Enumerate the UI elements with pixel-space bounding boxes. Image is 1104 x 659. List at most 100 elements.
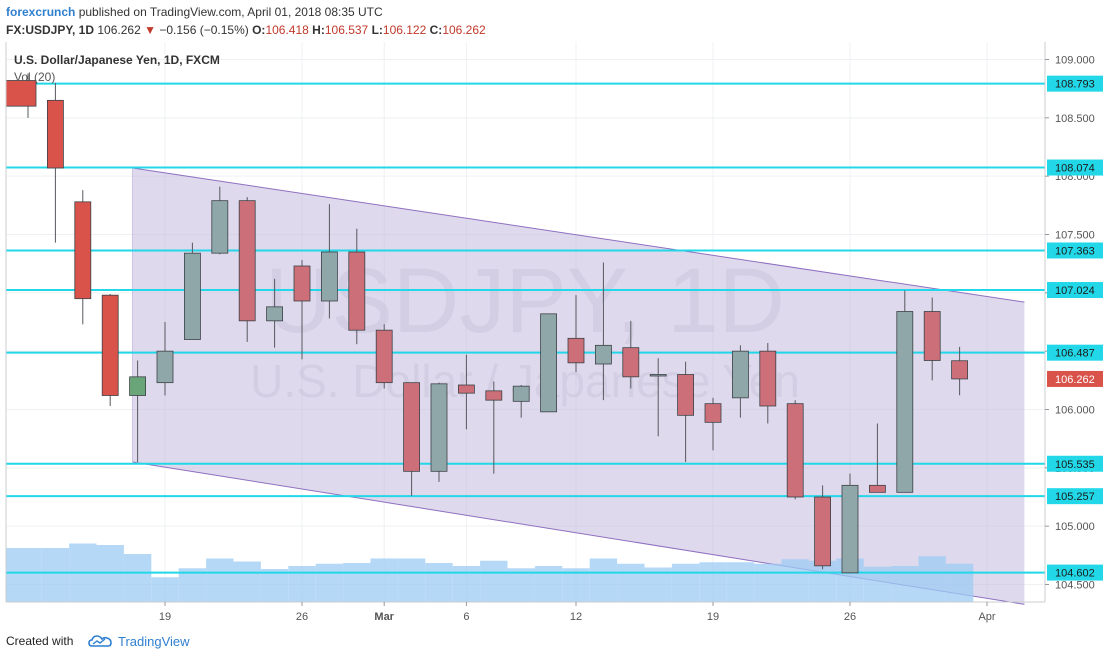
volume-bar	[260, 569, 289, 602]
volume-bar	[452, 566, 481, 602]
candle-body	[266, 306, 284, 322]
open-value: 106.418	[265, 23, 309, 37]
candle-body	[923, 311, 941, 361]
candle-body	[47, 99, 64, 169]
volume-bar	[480, 560, 508, 602]
volume-bar	[206, 558, 234, 602]
volume-bar	[507, 568, 535, 602]
high-value: 106.537	[324, 23, 369, 37]
volume-bar	[726, 562, 755, 602]
publish-line: forexcrunch published on TradingView.com…	[6, 5, 383, 19]
candle-body	[430, 383, 448, 472]
volume-bar	[343, 563, 371, 602]
level-price-label: 107.024	[1055, 285, 1095, 297]
price-chart[interactable]: USDJPY, 1DU.S. Dollar / Japanese Yen109.…	[0, 42, 1104, 625]
volume-bar	[617, 563, 645, 602]
change-arrow-icon: ▼	[144, 23, 156, 37]
candle-body	[841, 484, 859, 574]
chart-subtitle: Vol (20)	[14, 70, 55, 84]
candle-body	[403, 382, 421, 472]
candle-body	[238, 200, 256, 322]
time-tick-label: Mar	[374, 611, 394, 623]
candle-body	[649, 374, 667, 377]
price-tick-label: 108.500	[1055, 113, 1095, 125]
candle-body	[732, 350, 749, 399]
volume-bar	[562, 568, 590, 602]
level-price-tag	[1047, 159, 1103, 176]
volume-bar	[945, 563, 974, 602]
publish-info: published on TradingView.com, April 01, …	[78, 5, 383, 19]
candle-body	[485, 390, 503, 401]
current-price-label: 106.262	[1055, 374, 1095, 386]
level-price-label: 104.602	[1055, 568, 1095, 580]
volume-bar	[918, 556, 946, 602]
time-tick-label: 26	[844, 611, 856, 623]
last-price: 106.262	[97, 23, 141, 37]
candle-body	[704, 403, 722, 423]
level-price-label: 106.487	[1055, 348, 1095, 360]
level-price-tag	[1047, 455, 1103, 472]
time-tick-label: 19	[159, 611, 171, 623]
candle-body	[101, 294, 119, 396]
candle-body	[156, 350, 174, 384]
candle-body	[896, 311, 914, 493]
candle-body	[622, 347, 640, 378]
footer: Created with TradingView	[0, 625, 1104, 659]
level-price-tag	[1047, 242, 1103, 259]
time-tick-label: 19	[707, 611, 719, 623]
candle-body	[348, 251, 366, 331]
candle-body	[540, 313, 557, 413]
volume-bar	[589, 558, 618, 602]
level-price-tag	[1047, 75, 1103, 92]
volume-bar	[534, 566, 563, 602]
volume-bar	[370, 558, 398, 602]
time-tick-label: 6	[463, 611, 469, 623]
price-tick-label: 109.000	[1055, 55, 1095, 67]
created-with-label: Created with	[6, 634, 74, 648]
chart-title: U.S. Dollar/Japanese Yen, 1D, FXCM	[14, 53, 220, 67]
low-label: L:	[371, 23, 383, 37]
price-axis-background	[1045, 42, 1104, 625]
tradingview-brand[interactable]: TradingView	[118, 634, 190, 649]
price-tick-label: 106.000	[1055, 405, 1095, 417]
time-tick-label: 12	[570, 611, 582, 623]
low-value: 106.122	[382, 23, 427, 37]
level-price-label: 108.793	[1055, 79, 1095, 91]
volume-bar	[6, 548, 42, 602]
candle-body	[951, 360, 968, 380]
candle-body	[457, 384, 475, 394]
candle-body	[869, 484, 886, 493]
candle-body	[129, 376, 147, 396]
volume-bar	[397, 558, 426, 602]
high-label: H:	[312, 23, 325, 37]
volume-bar	[891, 566, 919, 602]
candle-body	[677, 374, 694, 416]
volume-bar	[425, 563, 453, 602]
level-price-tag	[1047, 564, 1103, 581]
symbol-label[interactable]: FX:USDJPY, 1D	[6, 23, 95, 37]
volume-bar	[288, 566, 316, 602]
candle-body	[759, 350, 777, 407]
chart-header: forexcrunch published on TradingView.com…	[0, 0, 1104, 42]
candle-body	[320, 251, 338, 302]
level-price-label: 105.535	[1055, 459, 1095, 471]
change-value: −0.156 (−0.15%)	[159, 23, 249, 37]
volume-bar	[315, 563, 344, 602]
author-link[interactable]: forexcrunch	[6, 5, 76, 19]
volume-bar	[41, 548, 70, 602]
volume-bar	[781, 559, 809, 602]
candle-body	[183, 252, 201, 340]
volume-bar	[754, 563, 782, 602]
level-price-tag	[1047, 282, 1103, 299]
quote-line: FX:USDJPY, 1D 106.262 ▼ −0.156 (−0.15%) …	[6, 23, 486, 37]
candle-body	[375, 329, 393, 384]
price-tick-label: 105.000	[1055, 521, 1095, 533]
close-value: 106.262	[442, 23, 486, 37]
open-label: O:	[252, 23, 266, 37]
close-label: C:	[429, 23, 443, 37]
tradingview-cloud-icon	[88, 635, 112, 647]
candle-body	[512, 385, 530, 402]
level-price-label: 107.363	[1055, 245, 1095, 257]
candle-body	[74, 201, 92, 300]
volume-bar	[178, 568, 207, 602]
